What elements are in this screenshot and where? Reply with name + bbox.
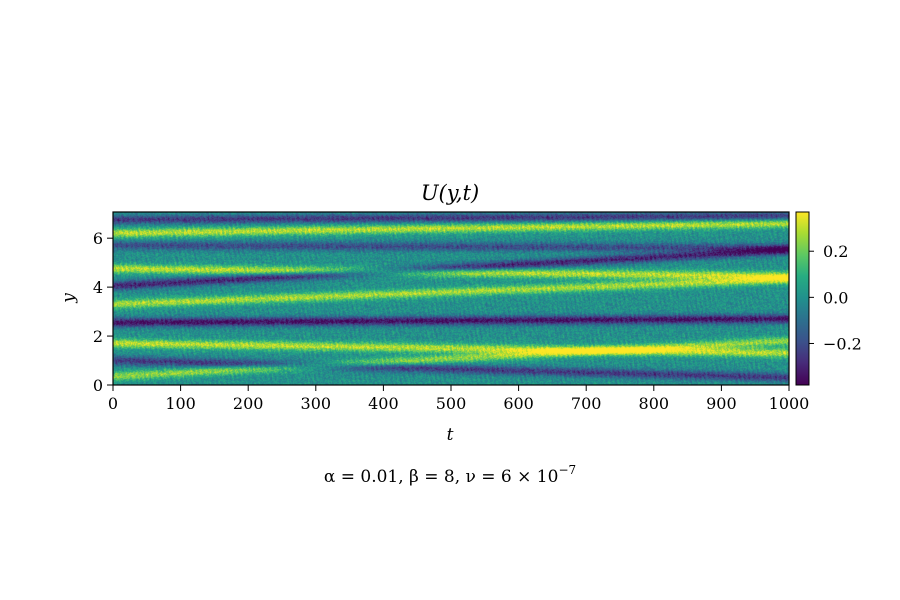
x-tick-label: 600	[503, 394, 534, 413]
y-tick-label: 2	[93, 327, 103, 346]
x-tick-label: 1000	[769, 394, 810, 413]
x-tick-label: 0	[108, 394, 118, 413]
y-axis: 0 2 4 6	[93, 229, 113, 395]
caption-exponent: −7	[558, 463, 576, 477]
colorbar-tick-label: −0.2	[823, 334, 862, 353]
y-axis-label: y	[59, 293, 79, 304]
y-tick-label: 6	[93, 229, 103, 248]
x-tick-label: 300	[301, 394, 332, 413]
x-tick-label: 900	[706, 394, 737, 413]
x-tick-label: 700	[571, 394, 602, 413]
x-tick-label: 200	[233, 394, 264, 413]
x-tick-label: 100	[165, 394, 196, 413]
x-tick-label: 500	[436, 394, 467, 413]
colorbar	[796, 212, 809, 385]
caption-main: α = 0.01, β = 8, ν = 6 × 10	[324, 467, 559, 487]
x-tick-label: 800	[639, 394, 670, 413]
colorbar-tick-label: 0.0	[823, 288, 848, 307]
caption: α = 0.01, β = 8, ν = 6 × 10−7	[324, 463, 576, 487]
x-tick-label: 400	[368, 394, 399, 413]
y-tick-label: 0	[93, 376, 103, 395]
colorbar-axis: 0.2 0.0 −0.2	[809, 242, 862, 353]
x-axis: 0 100 200 300 400 500 600 700 800 900 1000	[108, 385, 809, 413]
colorbar-frame	[795, 211, 810, 386]
heatmap-container	[113, 212, 789, 385]
colorbar-tick-label: 0.2	[823, 242, 848, 261]
heatmap-image	[113, 212, 789, 385]
y-tick-label: 4	[93, 278, 103, 297]
x-axis-label: t	[447, 425, 454, 445]
chart-title: U(y,t)	[421, 181, 479, 205]
